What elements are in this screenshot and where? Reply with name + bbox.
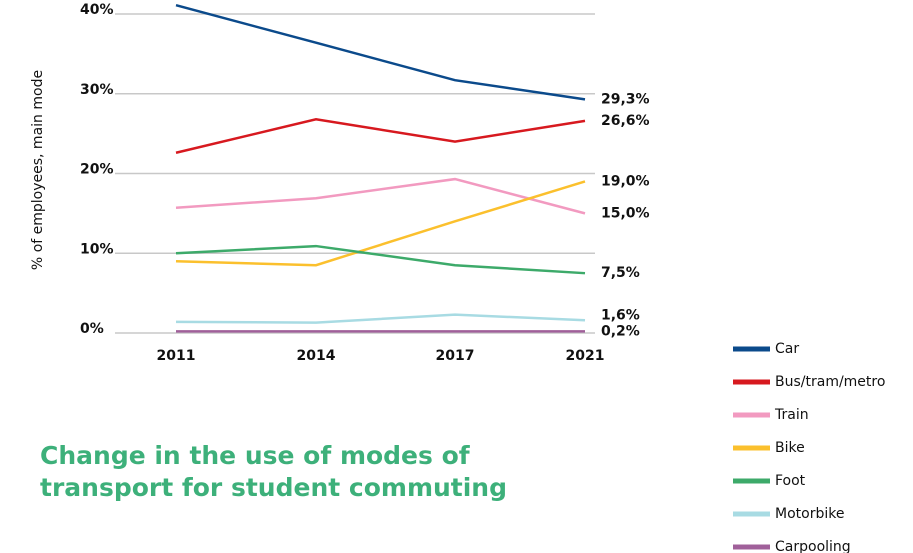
y-tick-label: 0% (80, 321, 104, 337)
value-label: 15,0% (601, 205, 650, 221)
chart-title: Change in the use of modes of transport … (40, 441, 508, 502)
y-axis-label: % of employees, main mode (30, 70, 46, 270)
value-label: 29,3% (601, 91, 650, 107)
legend-label: Bike (775, 440, 805, 456)
value-label: 0,2% (601, 323, 640, 339)
x-tick-label: 2014 (297, 348, 336, 364)
y-tick-label: 30% (80, 82, 114, 98)
legend-label: Carpooling (775, 539, 851, 553)
legend-label: Train (774, 407, 809, 423)
series-line (175, 180, 586, 267)
x-tick-label: 2011 (157, 348, 196, 364)
y-tick-label: 10% (80, 241, 114, 257)
legend-label: Foot (775, 473, 806, 489)
legend-label: Car (775, 341, 799, 357)
y-tick-label: 40% (80, 2, 114, 18)
y-tick-label: 20% (80, 162, 114, 178)
series-line (175, 244, 586, 275)
legend-label: Bus/tram/metro (775, 374, 885, 390)
legend-label: Motorbike (775, 506, 844, 522)
value-label: 1,6% (601, 307, 640, 323)
series-line (175, 4, 586, 101)
value-label: 19,0% (601, 173, 650, 189)
series-line (175, 313, 586, 324)
value-label: 7,5% (601, 265, 640, 281)
x-tick-label: 2017 (436, 348, 475, 364)
value-label: 26,6% (601, 113, 650, 129)
series-line (175, 117, 586, 154)
series-line (175, 177, 586, 215)
x-tick-label: 2021 (566, 348, 605, 364)
